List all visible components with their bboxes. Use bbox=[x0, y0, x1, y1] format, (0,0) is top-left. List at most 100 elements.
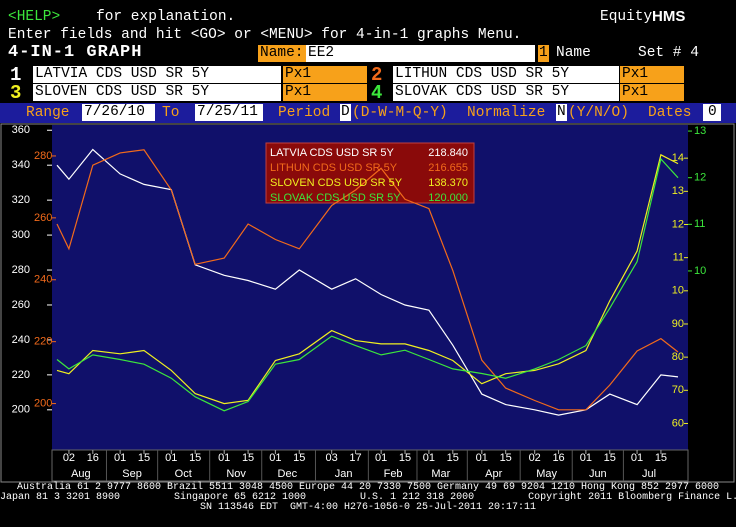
x-tick-label: 01 bbox=[114, 452, 126, 464]
y-tick-label: 220 bbox=[34, 336, 52, 348]
month-label: Apr bbox=[485, 468, 502, 480]
x-tick-label: 15 bbox=[189, 452, 201, 464]
settings-bar bbox=[0, 103, 736, 123]
y-tick-label: 10 bbox=[672, 285, 684, 297]
period-options: (D-W-M-Q-Y) bbox=[352, 105, 448, 121]
security-name[interactable]: SLOVAK CDS USD SR 5Y bbox=[393, 84, 619, 101]
footer-line: Japan 81 3 3201 8900 Singapore 65 6212 1… bbox=[0, 492, 736, 503]
month-label: Jan bbox=[335, 468, 353, 480]
y-tick-label: 240 bbox=[34, 274, 52, 286]
range-label: Range bbox=[26, 105, 70, 121]
legend-name: SLOVEN CDS USD SR 5Y bbox=[270, 177, 403, 189]
y-tick-label: 360 bbox=[12, 124, 30, 136]
x-tick-label: 01 bbox=[580, 452, 592, 464]
range-end[interactable]: 7/25/11 bbox=[195, 104, 263, 121]
legend-value: 218.840 bbox=[428, 147, 468, 159]
function: HMS bbox=[652, 8, 686, 25]
month-label: Jun bbox=[589, 468, 607, 480]
x-tick-label: 15 bbox=[138, 452, 150, 464]
normalize-field[interactable]: N bbox=[556, 104, 567, 121]
security-field[interactable]: Px1 bbox=[283, 84, 367, 101]
dates-field[interactable]: 0 bbox=[703, 104, 721, 121]
x-tick-label: 15 bbox=[447, 452, 459, 464]
security-number: 3 bbox=[10, 82, 22, 104]
y-tick-label: 13 bbox=[694, 125, 706, 137]
x-tick-label: 01 bbox=[269, 452, 281, 464]
series-line bbox=[56, 153, 679, 405]
security-name[interactable]: LITHUN CDS USD SR 5Y bbox=[393, 66, 619, 83]
footer-line: Australia 61 2 9777 8600 Brazil 5511 304… bbox=[16, 482, 720, 493]
legend-value: 138.370 bbox=[428, 177, 468, 189]
screen-title: 4-IN-1 GRAPH bbox=[8, 43, 143, 62]
x-tick-label: 15 bbox=[293, 452, 305, 464]
y-tick-label: 260 bbox=[12, 299, 30, 311]
y-tick-label: 320 bbox=[12, 194, 30, 206]
y-tick-label: 12 bbox=[672, 218, 684, 230]
y-tick-label: 13 bbox=[672, 185, 684, 197]
name-label: Name: bbox=[258, 45, 306, 62]
security-name[interactable]: LATVIA CDS USD SR 5Y bbox=[33, 66, 281, 83]
help-key[interactable]: <HELP> bbox=[8, 9, 61, 25]
security-field[interactable]: Px1 bbox=[620, 66, 684, 83]
y-tick-label: 11 bbox=[694, 218, 705, 230]
y-tick-label: 12 bbox=[694, 172, 706, 184]
x-tick-label: 02 bbox=[63, 452, 75, 464]
x-tick-label: 15 bbox=[242, 452, 254, 464]
month-label: Oct bbox=[175, 468, 192, 480]
series-line bbox=[56, 149, 679, 411]
x-tick-label: 01 bbox=[165, 452, 177, 464]
month-label: Dec bbox=[278, 468, 298, 480]
instructions: Enter fields and hit <GO> or <MENU> for … bbox=[8, 27, 522, 43]
y-tick-label: 60 bbox=[672, 417, 684, 429]
month-label: May bbox=[536, 468, 557, 480]
name-field-label: Name bbox=[556, 45, 591, 61]
x-tick-label: 01 bbox=[631, 452, 643, 464]
y-tick-label: 200 bbox=[12, 404, 30, 416]
legend-value: 120.000 bbox=[428, 192, 468, 204]
y-tick-label: 11 bbox=[673, 252, 684, 264]
dates-label: Dates bbox=[648, 105, 692, 121]
y-tick-label: 90 bbox=[672, 318, 684, 330]
security-name[interactable]: SLOVEN CDS USD SR 5Y bbox=[33, 84, 281, 101]
period-label: Period bbox=[278, 105, 331, 121]
legend-name: SLOVAK CDS USD SR 5Y bbox=[270, 192, 401, 204]
security-field[interactable]: Px1 bbox=[620, 84, 684, 101]
month-label: Sep bbox=[122, 468, 142, 480]
x-tick-label: 15 bbox=[399, 452, 411, 464]
name-index[interactable]: 1 bbox=[538, 45, 549, 62]
x-tick-label: 15 bbox=[604, 452, 616, 464]
y-tick-label: 200 bbox=[34, 397, 52, 409]
product: Equity bbox=[600, 9, 653, 25]
x-tick-label: 02 bbox=[529, 452, 541, 464]
help-text: for explanation. bbox=[96, 9, 236, 25]
name-field[interactable]: EE2 bbox=[306, 45, 535, 62]
security-number: 2 bbox=[371, 64, 383, 86]
chart: 200 220 240 260 280 300 320 340 360 200 220 240 260 2… bbox=[0, 123, 735, 483]
x-tick-label: 16 bbox=[552, 452, 564, 464]
x-tick-label: 01 bbox=[218, 452, 230, 464]
range-start[interactable]: 7/26/10 bbox=[82, 104, 155, 121]
period-field[interactable]: D bbox=[340, 104, 351, 121]
series-line bbox=[56, 157, 679, 412]
security-number: 1 bbox=[10, 64, 22, 86]
x-tick-label: 01 bbox=[375, 452, 387, 464]
legend-name: LATVIA CDS USD SR 5Y bbox=[270, 147, 395, 159]
x-tick-label: 15 bbox=[500, 452, 512, 464]
legend-box bbox=[265, 142, 475, 204]
security-number: 4 bbox=[371, 82, 383, 104]
y-tick-label: 14 bbox=[672, 152, 684, 164]
y-tick-label: 240 bbox=[12, 334, 30, 346]
security-field[interactable]: Px1 bbox=[283, 66, 367, 83]
y-tick-label: 340 bbox=[12, 159, 30, 171]
normalize-options: (Y/N/O) bbox=[568, 105, 629, 121]
month-label: Nov bbox=[226, 468, 246, 480]
x-tick-label: 01 bbox=[476, 452, 488, 464]
x-tick-label: 17 bbox=[349, 452, 361, 464]
series-line bbox=[56, 148, 679, 416]
to-label: To bbox=[162, 105, 180, 121]
x-tick-label: 01 bbox=[423, 452, 435, 464]
y-tick-label: 10 bbox=[694, 265, 706, 277]
set-label: Set # 4 bbox=[638, 45, 699, 61]
legend-value: 216.655 bbox=[428, 162, 468, 174]
